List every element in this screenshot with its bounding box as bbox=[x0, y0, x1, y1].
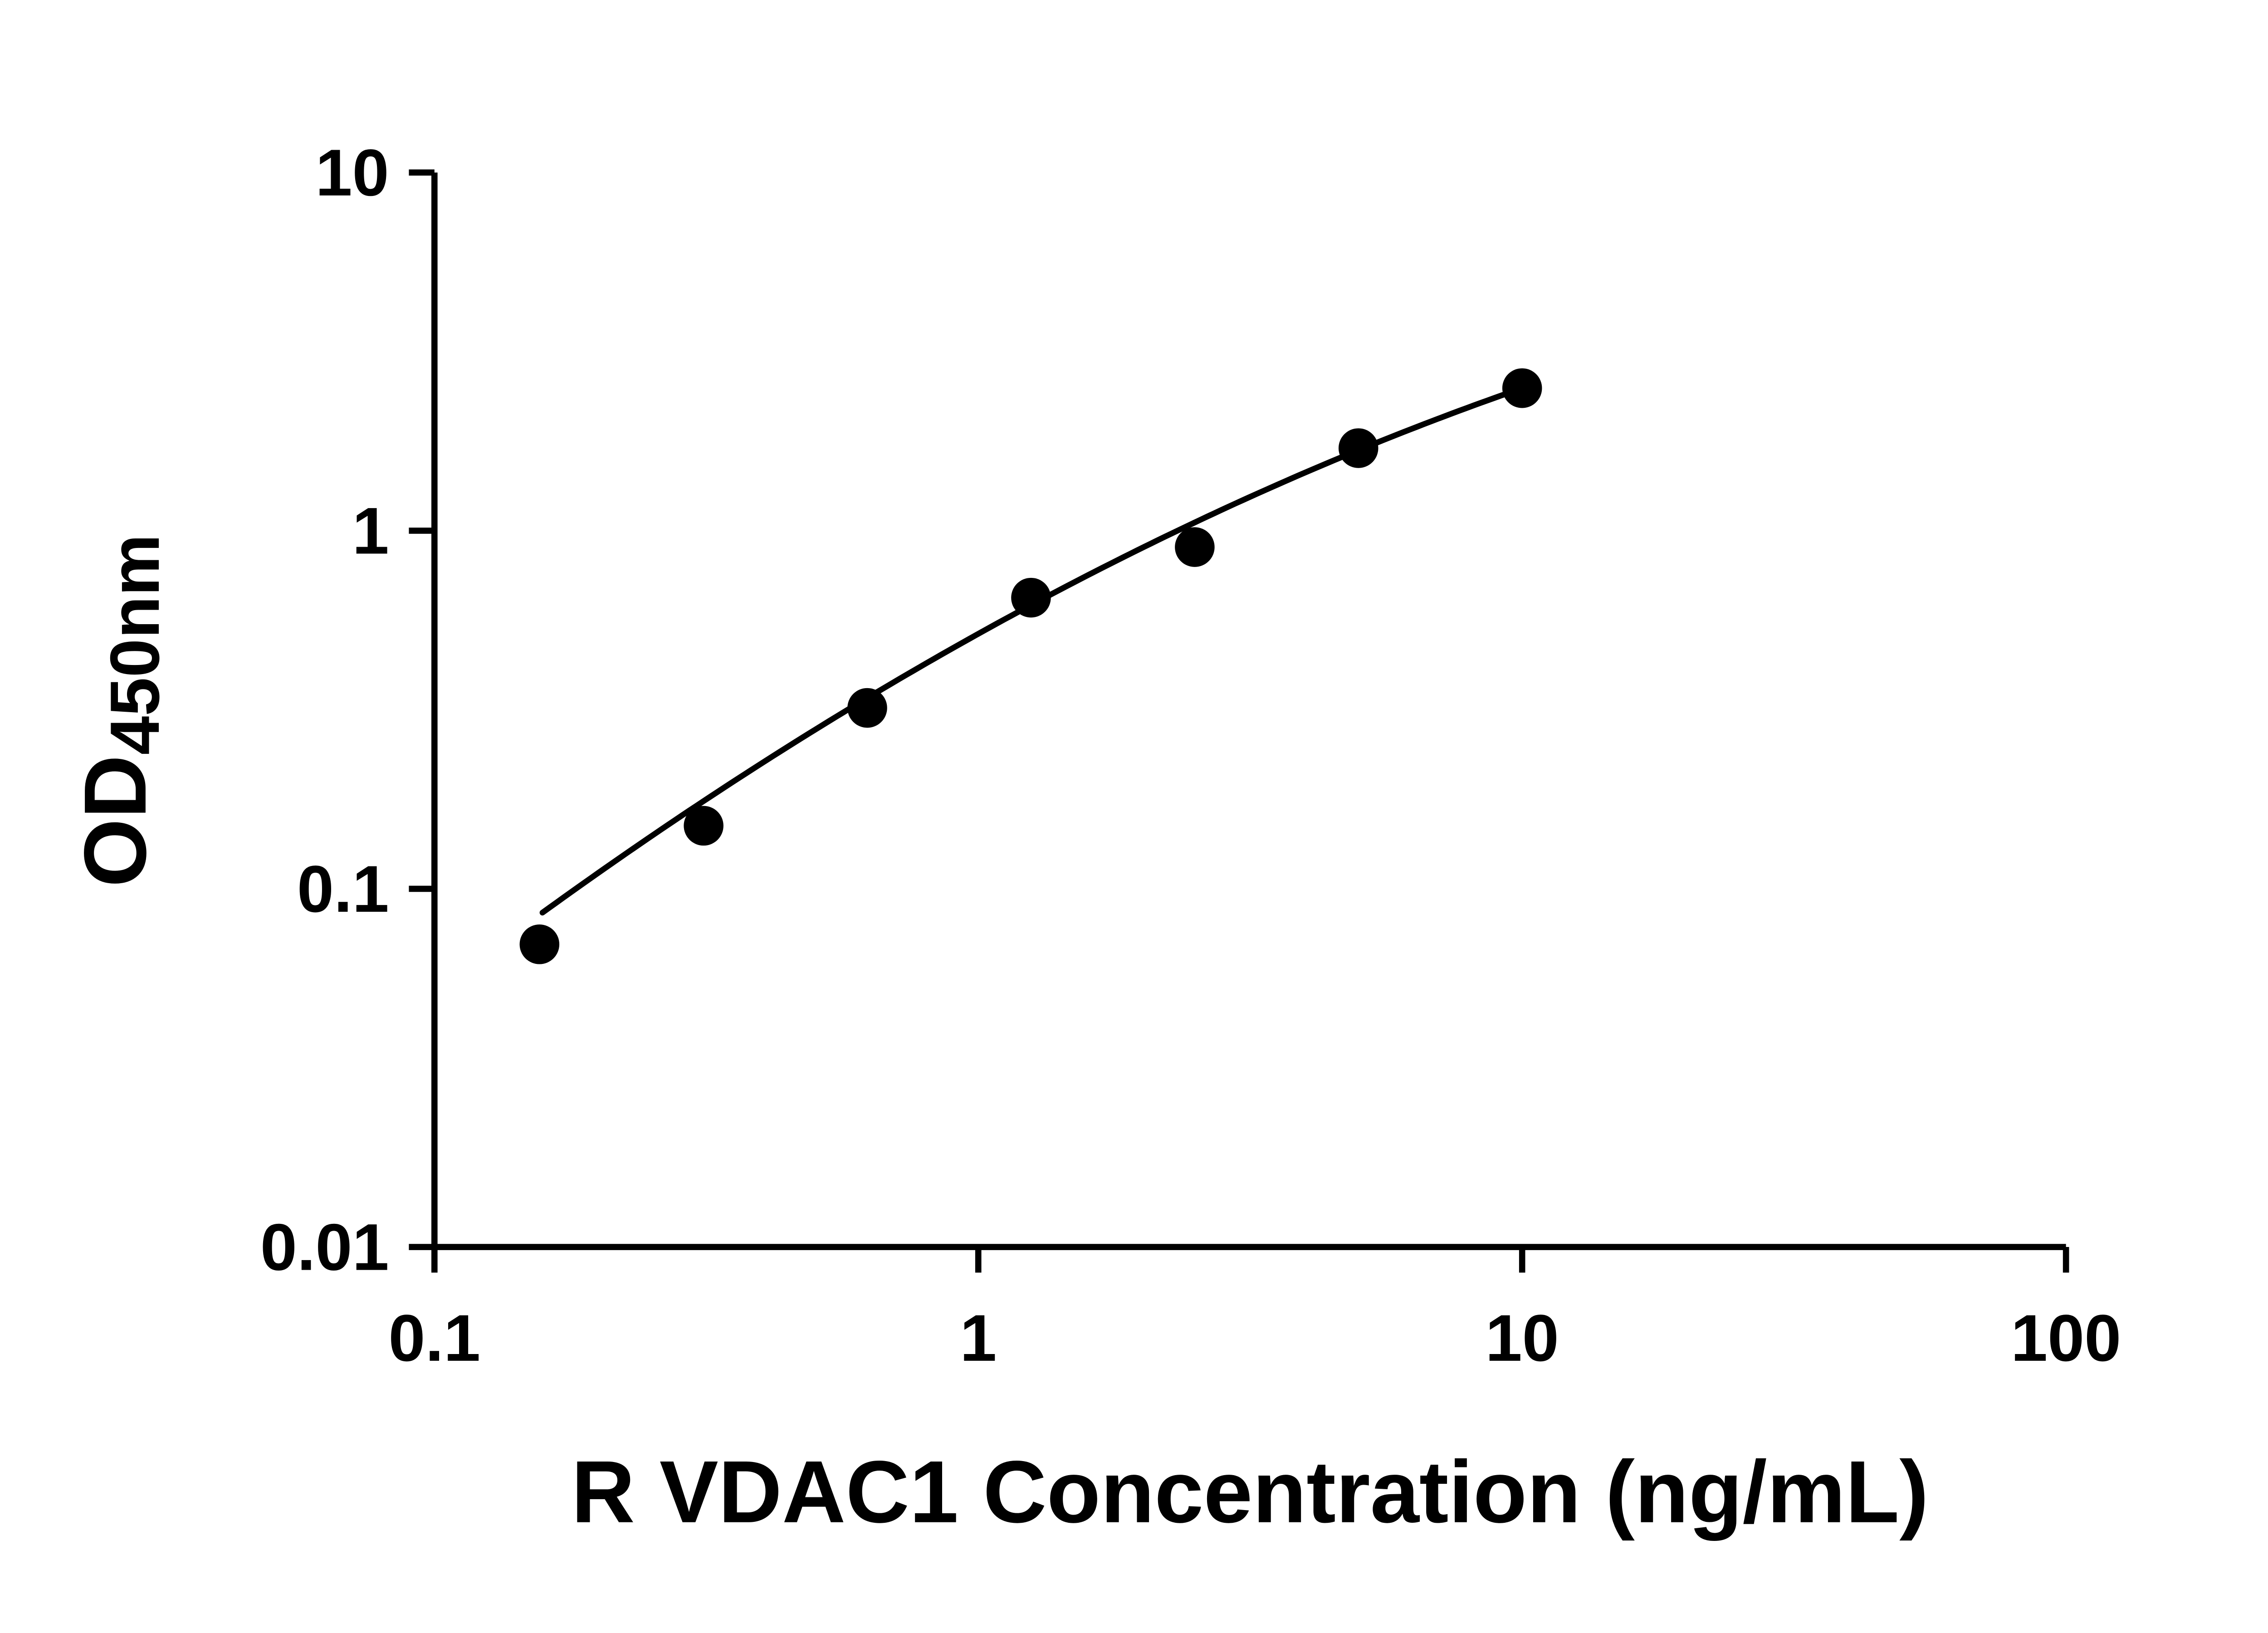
tick-marks bbox=[409, 169, 2069, 1273]
y-axis-title-subscript: 450nm bbox=[96, 534, 174, 755]
axes bbox=[431, 172, 2066, 1250]
x-tick-label: 1 bbox=[960, 1301, 997, 1375]
x-tick-label: 0.1 bbox=[388, 1301, 480, 1375]
x-tick-label: 100 bbox=[2011, 1301, 2121, 1375]
x-axis-title: R VDAC1 Concentration (ng/mL) bbox=[571, 1443, 1929, 1541]
data-point bbox=[684, 806, 723, 846]
data-point bbox=[847, 688, 887, 728]
x-tick-label: 10 bbox=[1486, 1301, 1559, 1375]
y-tick-label: 10 bbox=[315, 136, 389, 210]
data-point bbox=[1011, 577, 1051, 618]
data-point bbox=[519, 924, 560, 964]
data-point bbox=[1338, 428, 1378, 468]
y-tick-label: 0.01 bbox=[260, 1210, 389, 1284]
tick-labels: 0.01 0.1 1 10 0.1 1 10 100 bbox=[260, 136, 2121, 1375]
data-point bbox=[1175, 527, 1215, 567]
axis-spine bbox=[431, 172, 2066, 1250]
y-axis-title: OD450nm bbox=[66, 534, 174, 887]
data-point bbox=[1502, 368, 1542, 408]
y-axis-title-main: OD bbox=[66, 755, 165, 887]
data-points-layer bbox=[519, 368, 1542, 964]
y-tick-label: 1 bbox=[352, 494, 389, 567]
y-tick-label: 0.1 bbox=[297, 852, 389, 926]
